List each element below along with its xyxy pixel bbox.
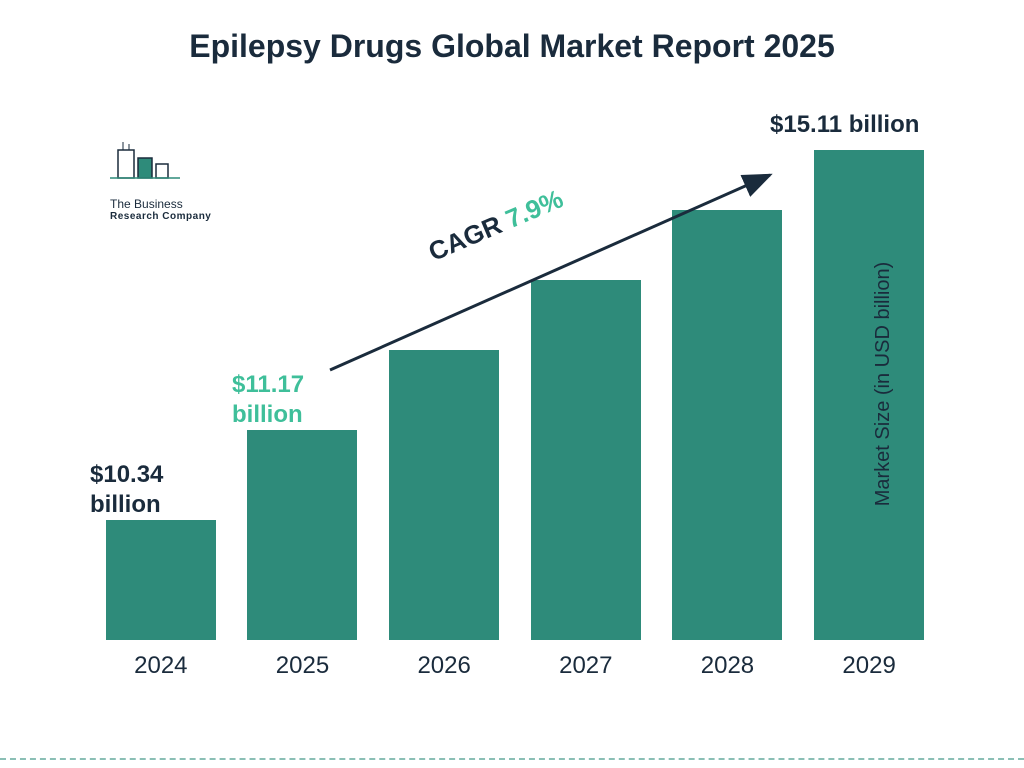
- chart-title: Epilepsy Drugs Global Market Report 2025: [0, 28, 1024, 65]
- value-label-2024: $10.34 billion: [90, 460, 163, 520]
- xlabel-2025: 2025: [242, 652, 362, 680]
- value-label-2029: $15.11 billion: [770, 110, 919, 140]
- bar-2024: [106, 520, 216, 640]
- xlabel-2028: 2028: [667, 652, 787, 680]
- y-axis-label: Market Size (in USD billion): [872, 262, 895, 507]
- value-label-2025: $11.17 billion: [232, 370, 304, 430]
- xlabel-2029: 2029: [809, 652, 929, 680]
- xlabel-2027: 2027: [526, 652, 646, 680]
- bar-2025: [247, 430, 357, 640]
- x-axis-labels: 2024 2025 2026 2027 2028 2029: [90, 652, 940, 680]
- xlabel-2026: 2026: [384, 652, 504, 680]
- bar-2029: [814, 150, 924, 640]
- bar-2028: [672, 210, 782, 640]
- xlabel-2024: 2024: [101, 652, 221, 680]
- bar-2026: [389, 350, 499, 640]
- bottom-dashed-line: [0, 758, 1024, 760]
- bars-container: [90, 120, 940, 640]
- bar-2027: [531, 280, 641, 640]
